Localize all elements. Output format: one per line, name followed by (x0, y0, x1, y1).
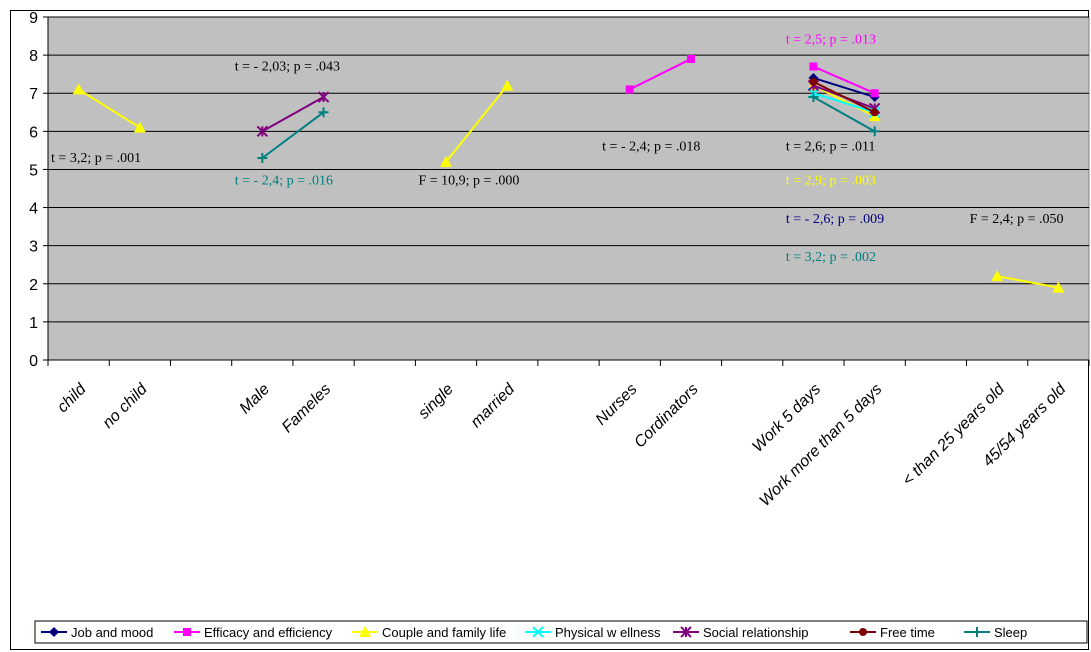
stat-annotation: t = - 2,4; p = .018 (602, 139, 700, 154)
series-line (813, 65, 876, 95)
series-line (813, 92, 875, 114)
y-tick-label: 1 (29, 315, 38, 332)
stat-annotation: t = 2,9; p = .003 (786, 174, 876, 189)
series-efficacy-and-efficiency (625, 54, 879, 98)
data-point (257, 153, 268, 164)
data-point (318, 107, 329, 118)
series-line (261, 96, 325, 133)
series-sleep (257, 92, 880, 164)
series-line (78, 88, 141, 129)
legend-item: Physical w ellness (525, 625, 661, 640)
data-point (686, 54, 695, 63)
y-tick-label: 5 (29, 162, 38, 179)
legend-label: Social relationship (703, 625, 809, 640)
data-point (680, 626, 692, 638)
series-line (996, 275, 1059, 289)
data-point (501, 79, 514, 91)
y-tick-label: 9 (29, 10, 38, 27)
data-point (809, 62, 818, 71)
stat-annotation: t = 2,5; p = .013 (786, 33, 876, 48)
legend-label: Efficacy and efficiency (204, 625, 333, 640)
stat-annotation: t = - 2,03; p = .043 (235, 59, 340, 74)
x-tick-label: single (415, 381, 457, 423)
series-couple-and-family-life (72, 79, 1065, 293)
stat-annotation: t = - 2,4; p = .016 (235, 174, 333, 189)
legend-item: Sleep (964, 625, 1027, 640)
y-tick-label: 7 (29, 86, 38, 103)
data-point (359, 626, 371, 637)
series-line (813, 77, 875, 98)
legend-item: Social relationship (673, 625, 809, 640)
data-point (133, 121, 146, 133)
legend: Job and mood Efficacy and efficiency Coupl… (34, 620, 1088, 644)
data-point (972, 627, 982, 637)
x-tick-label: no child (100, 380, 152, 432)
data-point (625, 85, 634, 94)
data-point (809, 77, 818, 86)
x-tick-label: Nurses (593, 381, 641, 429)
data-point (72, 83, 85, 95)
data-point (532, 626, 544, 638)
x-tick-label: Male (237, 381, 274, 418)
x-tick-label: child (54, 380, 90, 416)
legend-label: Job and mood (71, 625, 153, 640)
legend-item: Efficacy and efficiency (174, 625, 333, 640)
series-line (812, 96, 876, 133)
data-point (870, 89, 879, 98)
series-line (261, 111, 325, 159)
stat-annotation: t = 3,2; p = .002 (786, 250, 876, 265)
data-point (808, 92, 819, 103)
legend-box (34, 620, 1088, 644)
y-tick-label: 3 (29, 239, 38, 256)
stat-annotation: t = - 2,6; p = .009 (786, 212, 884, 227)
stat-annotation: F = 10,9; p = .000 (418, 174, 519, 189)
plot-area: 0 1 2 3 4 5 6 7 8 9 child no child Male Fameles single… (29, 10, 1090, 510)
y-tick-label: 6 (29, 124, 38, 141)
y-tick-label: 4 (29, 201, 38, 218)
y-tick-label: 2 (29, 277, 38, 294)
x-tick-label: Cordinators (631, 381, 702, 452)
data-point (869, 126, 880, 137)
legend-item: Couple and family life (352, 625, 506, 640)
data-point (991, 270, 1004, 282)
stat-annotation: t = 3,2; p = .001 (51, 151, 141, 166)
data-point (440, 155, 453, 167)
legend-item: Free time (850, 625, 935, 640)
data-point (1052, 281, 1065, 293)
legend-label: Physical w ellness (555, 625, 661, 640)
data-point (256, 125, 269, 138)
series-free-time (809, 77, 879, 117)
data-point (183, 628, 191, 636)
y-tick-label: 0 (29, 353, 38, 370)
y-tick-label: 8 (29, 48, 38, 65)
plot-background (47, 16, 1090, 361)
data-point (49, 627, 59, 637)
x-tick-label: Fameles (279, 381, 334, 436)
legend-item: Job and mood (41, 625, 153, 640)
series-line (629, 58, 692, 91)
x-tick-label: < than 25 years old (899, 380, 1008, 489)
data-point (317, 91, 330, 103)
x-tick-label: Work more than 5 days (757, 381, 886, 510)
x-tick-label: married (468, 380, 519, 431)
legend-label: Free time (880, 625, 935, 640)
data-point (859, 628, 867, 636)
data-point (870, 108, 879, 117)
legend-label: Sleep (994, 625, 1027, 640)
stat-annotation: F = 2,4; p = .050 (970, 212, 1064, 227)
series-line (812, 84, 876, 117)
stat-annotation: t = 2,6; p = .011 (786, 139, 876, 154)
series-line (445, 84, 509, 163)
legend-label: Couple and family life (382, 625, 506, 640)
series-line (812, 80, 876, 114)
